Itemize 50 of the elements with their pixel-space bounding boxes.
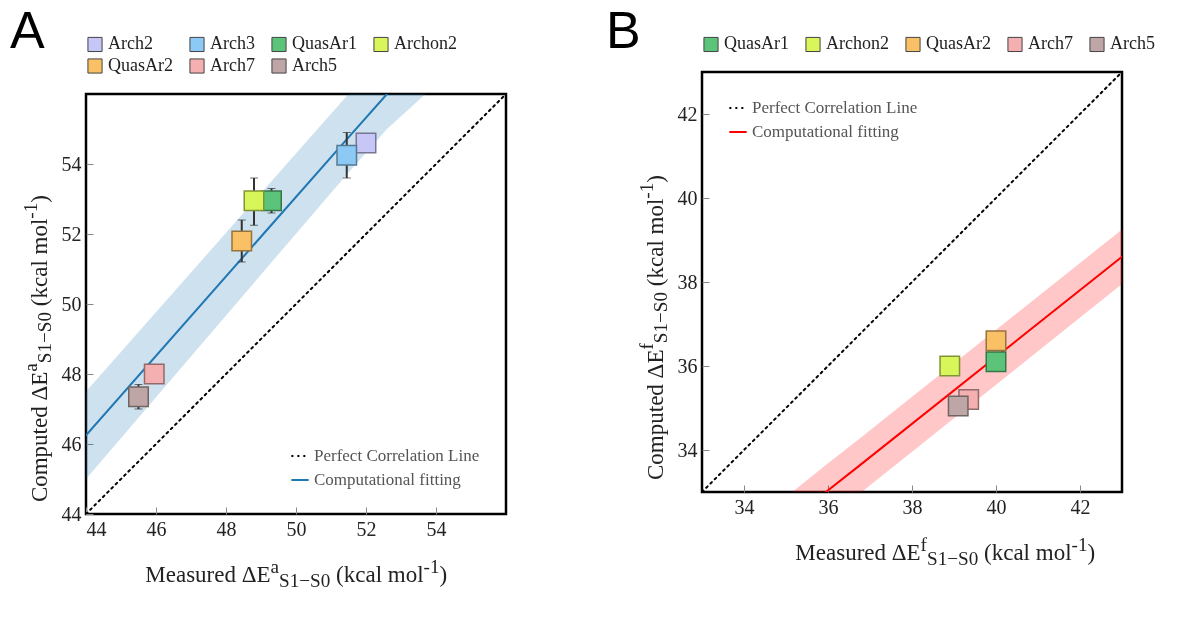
legend-label: Archon2: [826, 33, 890, 54]
chart-title: A: [10, 0, 45, 60]
point: [947, 395, 969, 417]
legend-label: Arch3: [210, 33, 256, 54]
y-tick-label: 54: [61, 152, 82, 175]
point: [128, 386, 150, 408]
legend-label: Perfect Correlation Line: [314, 446, 480, 465]
y-tick-label: 52: [61, 222, 82, 245]
y-tick-label: 48: [61, 362, 82, 385]
point: [144, 363, 165, 385]
legend-label: QuasAr2: [108, 55, 174, 75]
y-tick-label: 42: [677, 102, 698, 125]
x-tick-label: 50: [286, 517, 307, 540]
x-tick-label: 34: [734, 495, 755, 518]
y-tick-label: 50: [61, 292, 82, 315]
point: [231, 230, 253, 252]
x-tick-label: 48: [216, 517, 237, 540]
point: [939, 355, 961, 377]
y-tick-label: 40: [677, 186, 698, 209]
point: [985, 351, 1007, 373]
legend-label: Computational fitting: [314, 470, 462, 489]
x-axis-title: Measured ΔE$^{f}$$_{S1−S0}$ (kcal mol$^{-1}$): [794, 534, 1097, 571]
point: [243, 190, 265, 212]
x-tick-label: 38: [902, 495, 923, 518]
legend-label: Arch7: [1028, 33, 1074, 54]
legend-label: Arch7: [210, 55, 256, 75]
y-tick-label: 38: [677, 270, 698, 293]
x-tick-label: 36: [818, 495, 839, 518]
legend-label: QuasAr2: [926, 33, 992, 54]
chart-title: B: [606, 0, 641, 60]
x-tick-label: 40: [986, 495, 1007, 518]
legend-label: Arch5: [1110, 33, 1156, 54]
x-tick-label: 44: [86, 517, 107, 540]
legend-label: QuasAr1: [292, 33, 358, 54]
legend-label: QuasAr1: [724, 33, 790, 54]
legend-label: Archon2: [394, 33, 458, 54]
point: [985, 330, 1007, 352]
x-tick-label: 54: [426, 517, 447, 540]
x-tick-label: 52: [356, 517, 377, 540]
point: [336, 144, 358, 166]
legend-label: Arch5: [292, 55, 338, 75]
legend-label: Computational fitting: [752, 122, 900, 141]
legend-label: Perfect Correlation Line: [752, 98, 918, 117]
y-tick-label: 36: [677, 354, 698, 377]
y-tick-label: 34: [677, 438, 698, 461]
y-tick-label: 46: [61, 432, 82, 455]
x-tick-label: 42: [1070, 495, 1091, 518]
x-tick-label: 46: [146, 517, 167, 540]
legend-label: Arch2: [108, 33, 154, 54]
x-axis-title: Measured ΔE$^{a}$$_{S1−S0}$ (kcal mol$^{-1}$): [144, 556, 449, 593]
